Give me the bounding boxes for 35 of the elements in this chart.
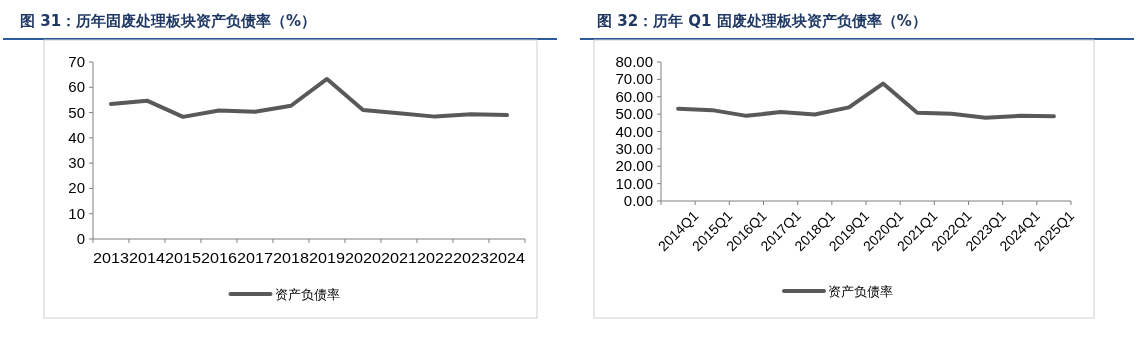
x-tick-label: 2015: [165, 249, 201, 266]
x-tick-label: 2021: [381, 249, 417, 266]
line-series: [109, 76, 509, 119]
y-tick-label: 0: [76, 230, 85, 247]
y-tick-label: 50: [68, 103, 85, 121]
x-tick-label: 2016: [201, 249, 237, 266]
x-tick-label: 2022: [417, 249, 453, 266]
legend-label: 资产负债率: [828, 284, 893, 299]
y-tick-label: 40: [68, 128, 85, 146]
legend-label: 资产负债率: [274, 287, 340, 302]
x-tick-label: 2024: [489, 249, 525, 266]
y-tick-label: 50.00: [615, 105, 653, 123]
y-tick-label: 10.00: [615, 174, 653, 192]
y-tick-label: 30: [68, 154, 85, 172]
x-tick-label: 2020: [345, 249, 381, 266]
y-tick-label: 20: [68, 179, 85, 197]
chart-title: 图 32：历年 Q1 固废处理板块资产负债率（%）: [597, 12, 927, 30]
x-tick-label: 2017: [237, 249, 273, 266]
x-tick-label: 2018: [273, 249, 309, 266]
y-tick-label: 70.00: [615, 70, 653, 88]
y-tick-label: 80.00: [615, 53, 653, 70]
x-tick-label: 2014: [129, 249, 165, 266]
x-tick-label: 2019: [309, 249, 345, 266]
y-tick-label: 20.00: [615, 157, 653, 175]
y-tick-label: 60: [68, 78, 85, 96]
line-series: [676, 81, 1056, 120]
y-tick-label: 70: [68, 53, 85, 70]
x-tick-label: 2013: [93, 249, 129, 266]
x-tick-label: 2023: [453, 249, 489, 266]
y-tick-label: 0.00: [623, 192, 653, 209]
y-tick-label: 60.00: [615, 87, 653, 105]
y-tick-label: 10: [68, 204, 85, 222]
y-tick-label: 40.00: [615, 122, 653, 140]
chart-title: 图 31：历年固废处理板块资产负债率（%）: [20, 12, 317, 30]
y-tick-label: 30.00: [615, 139, 653, 157]
